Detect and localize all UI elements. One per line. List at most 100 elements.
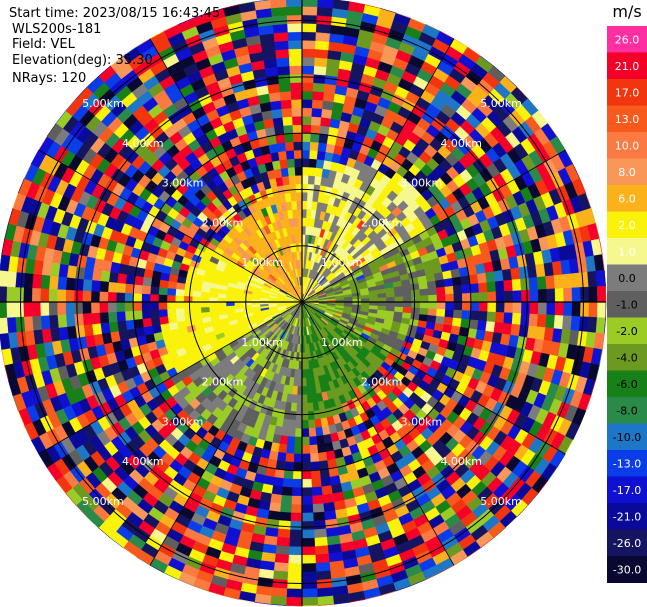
velocity-cell (292, 115, 303, 126)
velocity-cell (313, 65, 327, 76)
velocity-cell (39, 288, 50, 303)
velocity-cell (315, 40, 330, 51)
velocity-cell (394, 291, 404, 298)
velocity-cell (288, 546, 303, 556)
velocity-cell (553, 315, 564, 330)
velocity-cell (296, 402, 303, 413)
velocity-cell (23, 315, 34, 332)
velocity-cell (316, 6, 334, 17)
velocity-cell (315, 23, 332, 34)
velocity-cell (289, 73, 303, 83)
velocity-cell (301, 529, 315, 539)
velocity-cell (445, 301, 455, 311)
velocity-cell (217, 297, 227, 303)
velocity-cell (313, 410, 321, 420)
velocity-cell (294, 158, 303, 168)
velocity-cell (301, 563, 317, 573)
velocity-cell (301, 377, 307, 387)
velocity-cell (292, 124, 303, 134)
velocity-cell (158, 286, 168, 296)
velocity-cell (108, 271, 119, 283)
velocity-cell (310, 461, 320, 471)
velocity-cell (301, 546, 316, 556)
range-ring-label: 3.00km (162, 415, 204, 428)
velocity-cell (270, 0, 287, 9)
velocity-cell (503, 279, 514, 292)
velocity-cell (470, 301, 480, 312)
velocity-cell (40, 274, 51, 289)
velocity-cell (292, 217, 299, 227)
velocity-cell (313, 528, 327, 539)
velocity-cell (452, 309, 463, 320)
velocity-cell (296, 208, 303, 218)
velocity-cell (510, 267, 521, 281)
velocity-cell (394, 296, 404, 303)
velocity-cell (286, 436, 296, 446)
velocity-cell (301, 419, 309, 429)
velocity-cell (528, 277, 539, 291)
velocity-cell (0, 285, 8, 303)
velocity-cell (293, 445, 303, 455)
range-ring-label: 5.00km (82, 97, 124, 110)
velocity-cell (48, 275, 59, 290)
elevation-label: Elevation(deg): 35.30 (12, 53, 153, 68)
velocity-cell (402, 290, 412, 297)
velocity-cell (570, 272, 581, 289)
velocity-cell (316, 587, 334, 598)
velocity-cell (270, 493, 282, 504)
velocity-cell (292, 470, 303, 480)
velocity-cell (321, 108, 333, 119)
velocity-cell (208, 301, 218, 308)
velocity-cell (283, 184, 291, 194)
velocity-cell (107, 281, 118, 293)
velocity-cell (277, 520, 291, 530)
velocity-cell (184, 313, 194, 321)
velocity-cell (100, 322, 111, 334)
velocity-cell (175, 314, 186, 323)
velocity-cell (82, 278, 93, 292)
velocity-cell (133, 284, 143, 294)
velocity-cell (311, 99, 324, 110)
velocity-cell (322, 501, 336, 513)
velocity-cell (296, 200, 303, 210)
velocity-cell (312, 82, 326, 93)
velocity-cell (571, 301, 581, 317)
velocity-cell (368, 293, 379, 299)
velocity-cell (504, 290, 514, 303)
velocity-cell (166, 301, 176, 310)
velocity-cell (99, 291, 109, 303)
velocity-cell (285, 149, 295, 160)
velocity-cell (469, 283, 480, 294)
velocity-cell (311, 494, 324, 505)
velocity-cell (301, 461, 312, 472)
velocity-cell (158, 315, 169, 325)
velocity-cell (443, 316, 454, 327)
velocity-cell (301, 31, 317, 41)
velocity-cell (410, 283, 420, 291)
velocity-cell (521, 289, 531, 303)
velocity-cell (478, 282, 488, 293)
velocity-cell (294, 234, 300, 244)
velocity-cell (31, 273, 42, 289)
velocity-cell (428, 301, 438, 310)
velocity-cell (478, 311, 488, 322)
velocity-cell (580, 301, 590, 318)
velocity-cell (301, 402, 308, 413)
velocity-cell (308, 436, 318, 446)
velocity-cell (31, 315, 42, 331)
velocity-cell (166, 287, 177, 296)
velocity-cell (587, 316, 598, 334)
velocity-cell (307, 183, 315, 194)
velocity-cell (23, 272, 34, 289)
velocity-cell (301, 445, 311, 455)
velocity-cell (65, 313, 76, 327)
velocity-cell (132, 292, 143, 303)
velocity-cell (272, 476, 284, 488)
range-ring-label: 5.00km (82, 495, 124, 508)
velocity-cell (116, 311, 126, 322)
velocity-cell (461, 310, 471, 320)
velocity-cell (124, 301, 134, 312)
velocity-cell (290, 512, 303, 522)
velocity-cell (150, 316, 161, 327)
velocity-cell (208, 306, 219, 312)
